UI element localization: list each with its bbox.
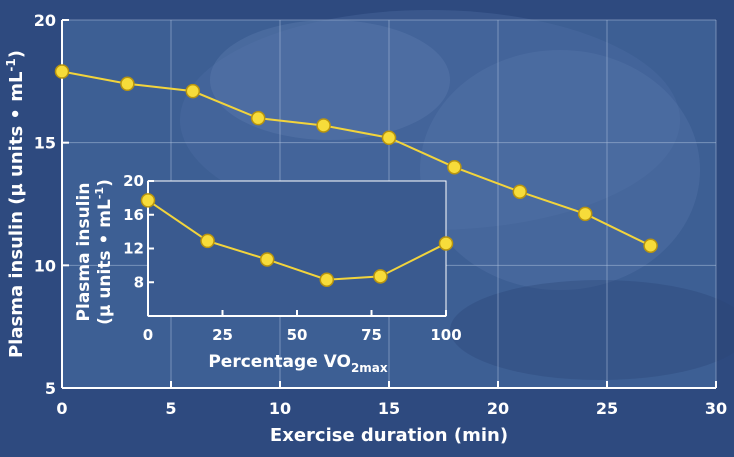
background-photo-shading xyxy=(180,10,734,380)
main-x-tick-labels: 0 5 10 15 20 25 30 xyxy=(56,399,727,418)
inset-data-point xyxy=(259,252,275,267)
main-y-axis-label: Plasma insulin (µ units • mL-1) xyxy=(4,50,27,358)
main-data-point xyxy=(185,83,201,99)
inset-data-point xyxy=(319,272,335,287)
main-x-axis-label: Exercise duration (min) xyxy=(270,425,508,446)
inset-series-line xyxy=(147,199,447,281)
main-y-tick-label: 15 xyxy=(34,134,56,153)
inset-chart: 0 25 50 75 100 8 12 16 20 Percentage VO2max Pla… xyxy=(74,172,462,375)
main-axes xyxy=(61,19,717,389)
inset-plot-area xyxy=(147,180,447,317)
inset-y-axis-label-line2-close: ) xyxy=(95,179,115,187)
inset-data-point xyxy=(438,236,454,251)
inset-x-tick-label: 0 xyxy=(143,326,153,344)
main-data-point xyxy=(54,64,70,79)
main-series xyxy=(54,64,658,253)
inset-y-axis-label-line2-text: (µ units • mL xyxy=(95,199,115,325)
inset-data-point xyxy=(140,193,156,208)
inset-y-tick-label: 20 xyxy=(123,172,144,190)
inset-x-tick-label: 50 xyxy=(287,326,308,344)
main-y-tick-labels: 5 10 15 20 xyxy=(34,11,56,398)
main-x-tick-label: 0 xyxy=(56,399,67,418)
main-y-tick-label: 10 xyxy=(34,256,56,275)
inset-x-tick-label: 75 xyxy=(361,326,382,344)
main-series-line xyxy=(61,70,652,247)
main-data-point xyxy=(447,159,462,175)
main-y-axis-label-text: Plasma insulin (µ units • mL xyxy=(6,72,27,358)
main-x-tick-label: 10 xyxy=(269,399,291,418)
main-x-tick-label: 5 xyxy=(165,399,176,418)
inset-y-tick-labels: 8 12 16 20 xyxy=(123,172,144,291)
inset-x-axis-label-text: Percentage VO xyxy=(208,352,351,372)
inset-y-tick-label: 12 xyxy=(123,240,144,258)
main-y-axis-label-close: ) xyxy=(6,50,27,58)
main-data-point xyxy=(512,184,528,199)
inset-x-tick-labels: 0 25 50 75 100 xyxy=(143,326,462,344)
main-data-point xyxy=(250,110,266,126)
main-x-tick-label: 15 xyxy=(378,399,400,418)
main-x-tick-label: 25 xyxy=(596,399,618,418)
inset-y-axis-label-line2: (µ units • mL-1) xyxy=(93,179,115,325)
main-data-point xyxy=(381,130,397,146)
inset-y-tick-label: 8 xyxy=(134,273,144,291)
main-data-point xyxy=(120,76,135,92)
main-x-tick-label: 20 xyxy=(487,399,509,418)
main-data-point xyxy=(577,206,593,222)
inset-x-axis-label: Percentage VO2max xyxy=(208,352,388,375)
inset-y-axis-label-line2-sup: -1 xyxy=(93,187,106,199)
main-y-tick-label: 5 xyxy=(45,379,56,398)
main-data-point xyxy=(316,118,331,133)
main-y-axis-label-sup: -1 xyxy=(4,58,18,71)
inset-x-tick-label: 25 xyxy=(212,326,233,344)
inset-x-tick-label: 100 xyxy=(430,326,461,344)
inset-data-point xyxy=(200,233,215,249)
main-data-point xyxy=(643,238,658,253)
inset-y-axis-label-line1: Plasma insulin xyxy=(74,183,94,322)
inset-y-tick-label: 16 xyxy=(123,206,144,224)
inset-series xyxy=(140,193,454,287)
main-x-tick-label: 30 xyxy=(705,399,727,418)
inset-x-axis-label-sub: 2max xyxy=(351,361,388,375)
inset-data-point xyxy=(373,269,388,284)
main-y-tick-label: 20 xyxy=(34,11,56,30)
